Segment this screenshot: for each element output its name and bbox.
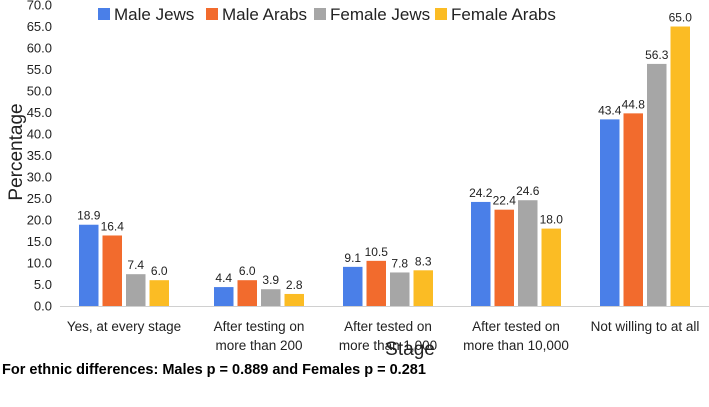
x-tick-label: After tested on more than 1,000	[339, 319, 437, 353]
y-tick-label: 15.0	[27, 234, 52, 249]
y-tick-label: 25.0	[27, 191, 52, 206]
y-tick-label: 0.0	[34, 299, 52, 314]
legend-label: Male Arabs	[222, 5, 307, 24]
bar-value-label: 18.9	[77, 209, 101, 223]
y-tick-label: 40.0	[27, 127, 52, 142]
x-axis-title: Stage	[385, 339, 435, 360]
bar	[149, 280, 169, 306]
bar	[623, 113, 643, 306]
bar	[237, 280, 257, 306]
bar-value-label: 16.4	[101, 219, 125, 233]
bar-value-label: 6.0	[151, 264, 168, 278]
bar	[102, 235, 122, 306]
bar-value-label: 56.3	[645, 48, 669, 62]
legend-label: Female Arabs	[451, 5, 556, 24]
bar	[390, 272, 410, 306]
bar	[214, 287, 234, 306]
x-tick-label: After testing on more than 200	[214, 319, 305, 353]
bar-value-label: 43.4	[598, 103, 622, 117]
y-tick-label: 55.0	[27, 62, 52, 77]
bar-chart: 0.0 5.0 10.0 15.0 20.0 25.0 30.0 35.0 40.0 45.0 50…	[6, 0, 709, 360]
bar	[261, 289, 281, 306]
x-tick-label: After tested on more than 10,000	[463, 319, 569, 353]
bar	[518, 200, 538, 306]
legend-swatch	[98, 8, 110, 20]
y-tick-label: 45.0	[27, 105, 52, 120]
x-axis: Yes, at every stage After testing on more …	[60, 306, 709, 353]
y-tick-label: 35.0	[27, 148, 52, 163]
bar	[126, 274, 146, 306]
y-tick-label: 5.0	[34, 277, 52, 292]
legend-swatch	[206, 8, 218, 20]
legend-label: Female Jews	[330, 5, 430, 24]
y-tick-label: 20.0	[27, 213, 52, 228]
bar-value-label: 22.4	[493, 194, 517, 208]
x-tick-label: Yes, at every stage	[67, 319, 181, 334]
bar	[79, 224, 99, 306]
x-tick-label: Not willing to at all	[591, 319, 700, 334]
bar-value-label: 24.2	[469, 186, 493, 200]
y-axis-title: Percentage	[6, 103, 27, 200]
legend-swatch	[435, 8, 447, 20]
legend-swatch	[314, 8, 326, 20]
bar-value-label: 7.8	[391, 256, 408, 270]
bar	[600, 119, 620, 306]
bar	[541, 228, 561, 306]
bar-value-label: 8.3	[415, 254, 432, 268]
bar	[343, 266, 363, 306]
bar	[670, 26, 690, 306]
bar-value-label: 6.0	[239, 264, 256, 278]
y-tick-label: 10.0	[27, 256, 52, 271]
value-labels: 18.9 4.4 9.1 24.2 43.4 16.4 6.0 10.5 22.4 44.8 7.4…	[77, 11, 692, 292]
y-tick-label: 30.0	[27, 170, 52, 185]
y-axis: 0.0 5.0 10.0 15.0 20.0 25.0 30.0 35.0 40.0 45.0 50…	[27, 0, 52, 314]
y-tick-label: 50.0	[27, 84, 52, 99]
bar	[471, 201, 491, 306]
bar	[647, 63, 667, 306]
bar	[494, 209, 514, 306]
legend-label: Male Jews	[114, 5, 194, 24]
y-tick-label: 65.0	[27, 19, 52, 34]
bar-value-label: 10.5	[365, 245, 389, 259]
bars	[79, 26, 690, 306]
bar	[366, 260, 386, 306]
bar-value-label: 4.4	[215, 271, 232, 285]
bar-value-label: 7.4	[127, 258, 144, 272]
bar	[413, 270, 433, 306]
legend: Male Jews Male Arabs Female Jews Female Ara…	[98, 5, 556, 24]
bar-value-label: 9.1	[344, 251, 361, 265]
bar	[284, 293, 304, 306]
bar-value-label: 44.8	[622, 97, 646, 111]
footnote: For ethnic differences: Males p = 0.889 …	[2, 362, 426, 378]
bar-value-label: 18.0	[540, 213, 564, 227]
y-tick-label: 60.0	[27, 41, 52, 56]
bar-value-label: 2.8	[286, 278, 303, 292]
bar-value-label: 24.6	[516, 184, 540, 198]
y-tick-label: 70.0	[27, 0, 52, 13]
bar-value-label: 3.9	[262, 273, 279, 287]
bar-value-label: 65.0	[669, 11, 693, 25]
